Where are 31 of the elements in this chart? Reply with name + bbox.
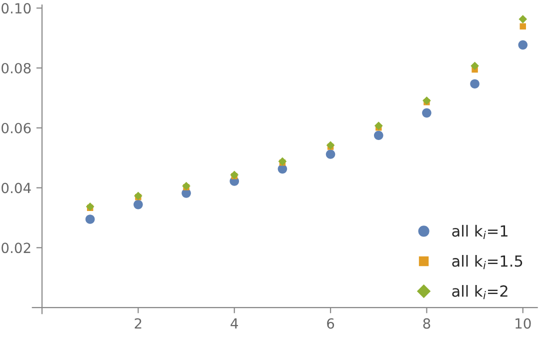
point (518, 14, 528, 24)
point (518, 40, 528, 50)
point (422, 96, 431, 105)
point (230, 170, 239, 180)
y-tick-label: 0.04 (2, 182, 31, 194)
point (326, 150, 336, 159)
legend-label: all k$_{i}$=2 (452, 285, 508, 300)
point (278, 164, 288, 174)
x-tick-label: 2 (134, 318, 142, 329)
point (85, 214, 95, 224)
point (86, 202, 94, 211)
x-tick-label: 10 (516, 318, 531, 329)
x-tick-label: 6 (327, 318, 334, 329)
point (520, 23, 526, 30)
y-tick-label: 0.08 (2, 62, 31, 74)
point (278, 157, 287, 166)
legend-label: all k$_{i}$=1 (452, 224, 508, 240)
point (326, 141, 335, 150)
y-tick-label: 0.02 (2, 242, 30, 254)
point (422, 108, 432, 118)
point (470, 79, 480, 89)
point (374, 122, 383, 130)
point (470, 62, 479, 70)
y-tick-label: 0.06 (2, 122, 31, 134)
y-tick-label: 0.10 (2, 3, 31, 14)
point (374, 130, 384, 140)
x-tick-label: 8 (423, 318, 430, 329)
legend-label: all k$_{i}$=1.5 (452, 254, 522, 270)
x-tick-label: 4 (230, 318, 238, 329)
point (134, 200, 143, 210)
point (182, 182, 190, 190)
